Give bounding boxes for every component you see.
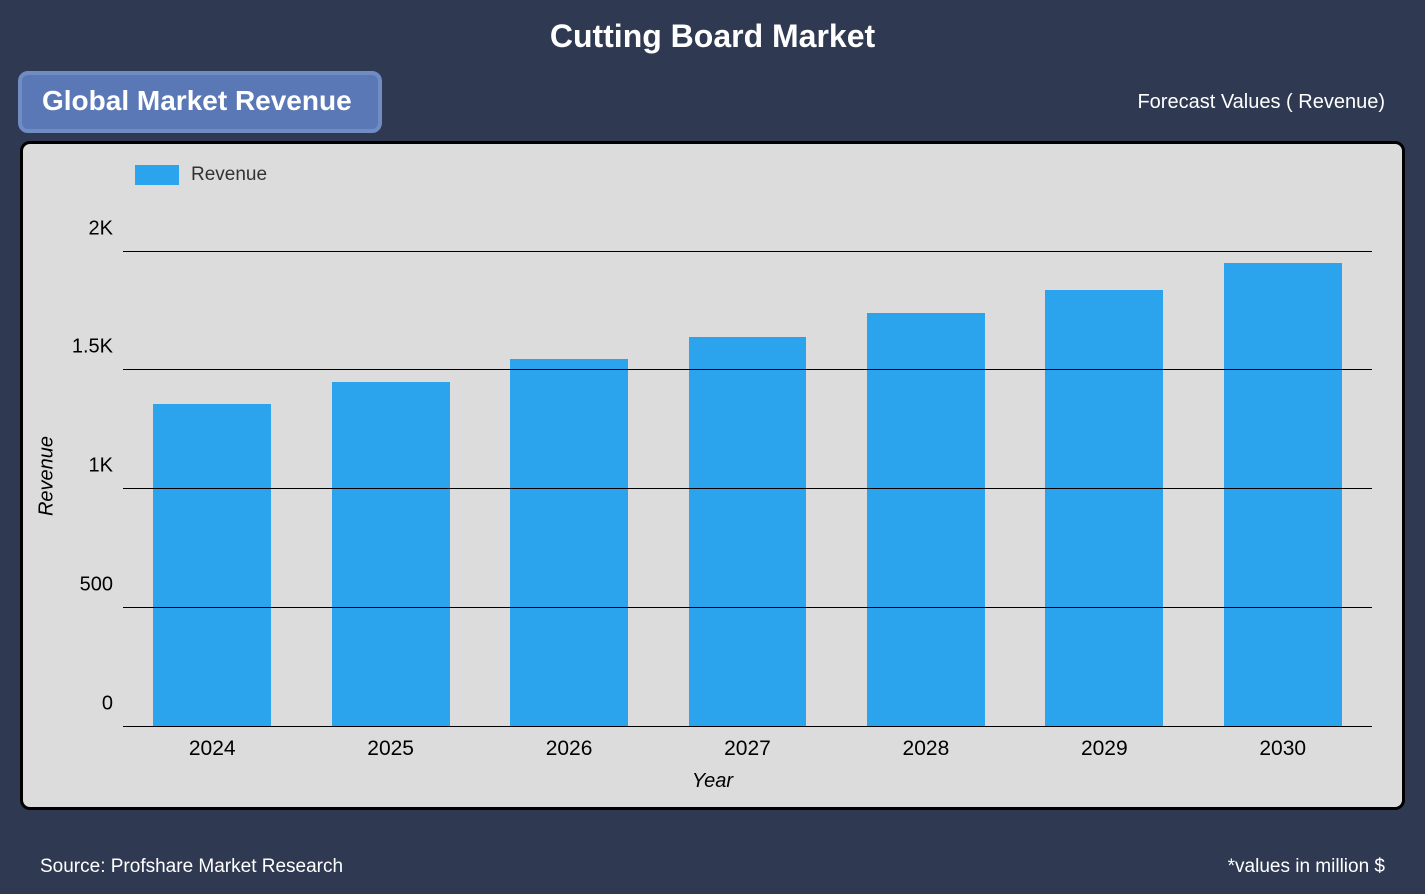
gridline	[123, 369, 1372, 370]
x-tick-label: 2029	[1081, 737, 1128, 761]
bar	[510, 359, 628, 727]
x-axis-label: Year	[692, 770, 733, 793]
bar	[1224, 263, 1342, 727]
bar-slot: 2029	[1015, 204, 1193, 727]
y-tick-label: 500	[53, 574, 113, 597]
gridline	[123, 607, 1372, 608]
bar	[153, 404, 271, 727]
bar	[1045, 290, 1163, 727]
values-note: *values in million $	[1228, 856, 1385, 878]
page-title: Cutting Board Market	[0, 0, 1425, 67]
bar-slot: 2025	[301, 204, 479, 727]
x-tick-label: 2024	[189, 737, 236, 761]
bar-slot: 2026	[480, 204, 658, 727]
revenue-badge: Global Market Revenue	[18, 71, 382, 133]
plot-area: 2024202520262027202820292030 05001K1.5K2…	[123, 204, 1372, 727]
x-tick-label: 2025	[367, 737, 414, 761]
bar-slot: 2028	[837, 204, 1015, 727]
legend-swatch	[135, 165, 179, 185]
y-tick-label: 1.5K	[53, 336, 113, 359]
top-row: Global Market Revenue Forecast Values ( …	[0, 67, 1425, 133]
y-tick-label: 2K	[53, 217, 113, 240]
gridline	[123, 726, 1372, 727]
chart-legend: Revenue	[135, 164, 267, 186]
chart-container: Revenue Revenue Year 2024202520262027202…	[20, 133, 1405, 846]
bar-slot: 2024	[123, 204, 301, 727]
bar-slot: 2027	[658, 204, 836, 727]
x-tick-label: 2026	[546, 737, 593, 761]
chart-panel: Revenue Revenue Year 2024202520262027202…	[20, 141, 1405, 810]
y-tick-label: 0	[53, 693, 113, 716]
bars-group: 2024202520262027202820292030	[123, 204, 1372, 727]
bar	[867, 313, 985, 727]
forecast-label: Forecast Values ( Revenue)	[1137, 91, 1385, 114]
legend-label: Revenue	[191, 164, 267, 186]
gridline	[123, 251, 1372, 252]
x-tick-label: 2030	[1259, 737, 1306, 761]
gridline	[123, 488, 1372, 489]
x-tick-label: 2028	[903, 737, 950, 761]
bar	[332, 382, 450, 727]
bar	[689, 337, 807, 727]
x-tick-label: 2027	[724, 737, 771, 761]
bar-slot: 2030	[1194, 204, 1372, 727]
footer: Source: Profshare Market Research *value…	[0, 856, 1425, 894]
y-tick-label: 1K	[53, 455, 113, 478]
source-label: Source: Profshare Market Research	[40, 856, 343, 878]
